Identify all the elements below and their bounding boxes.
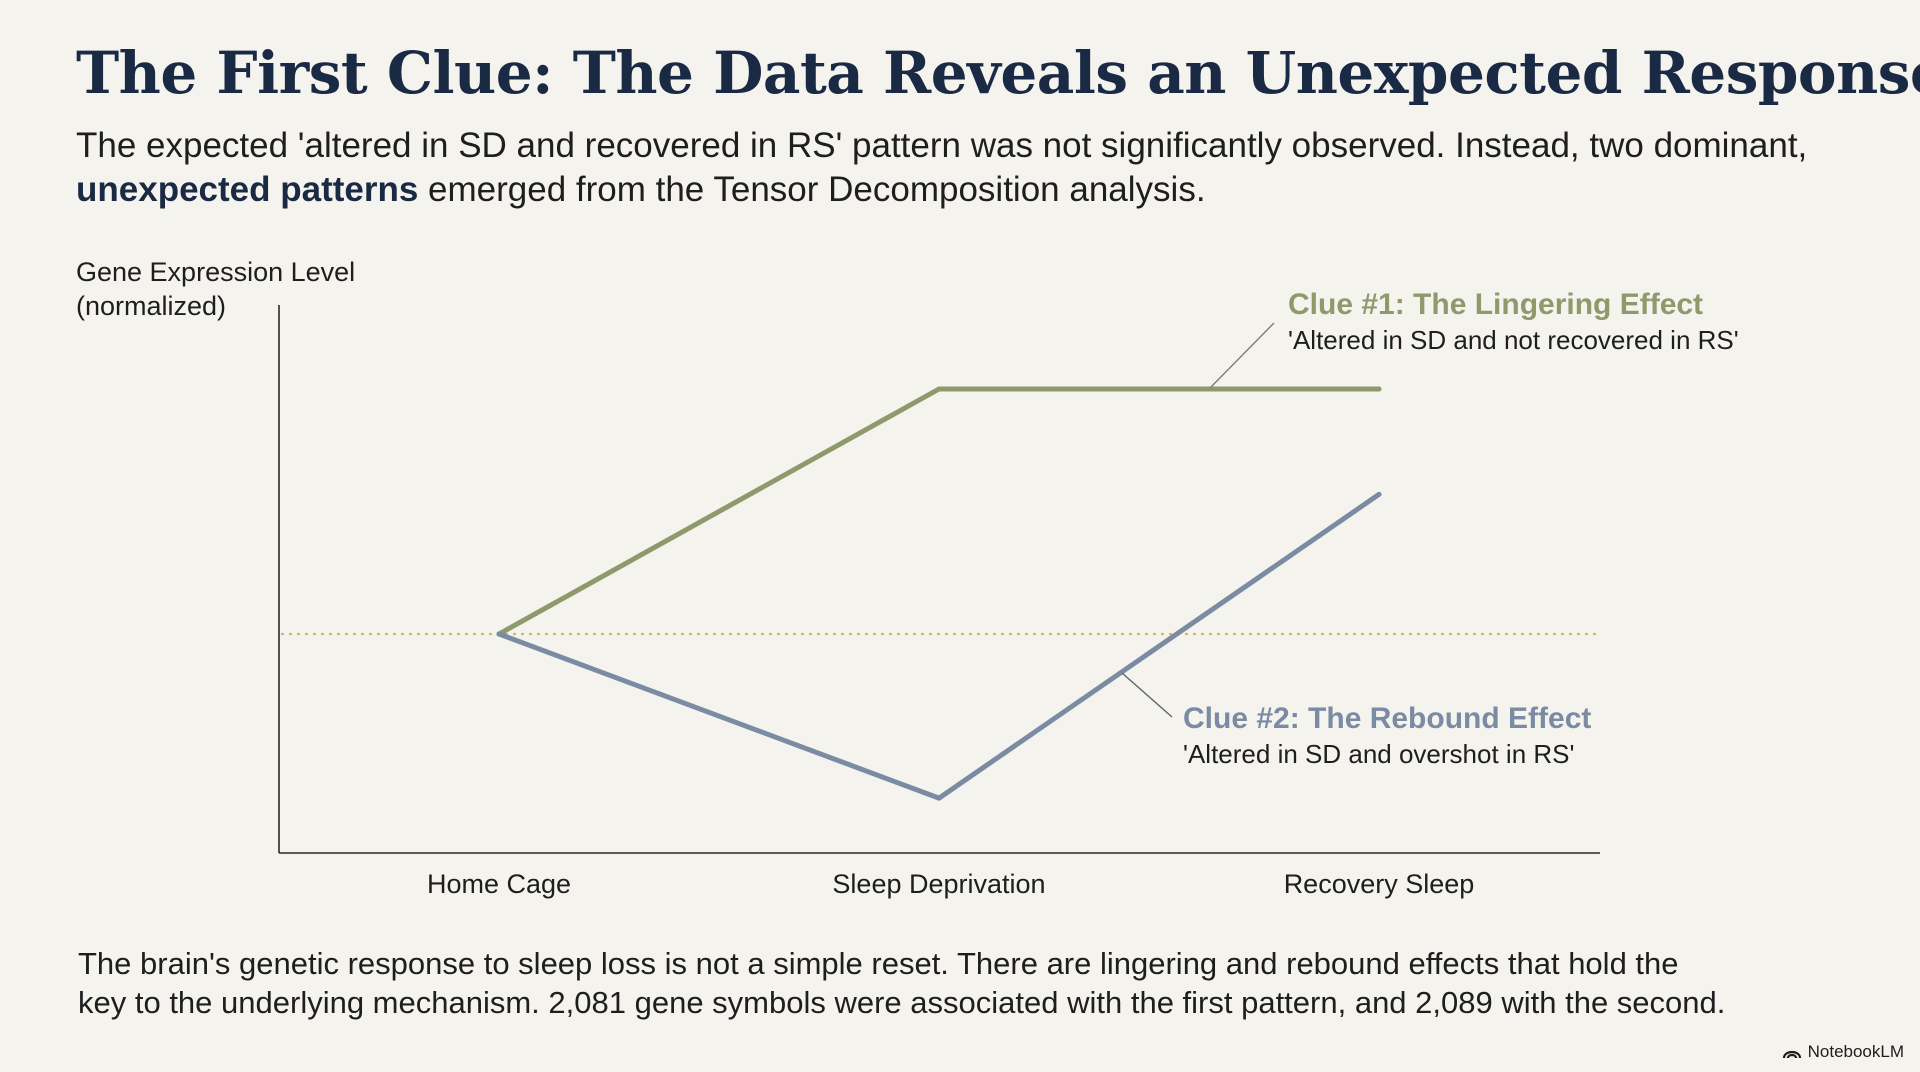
clue1-title: Clue #1: The Lingering Effect <box>1288 288 1703 321</box>
clue2-description: 'Altered in SD and overshot in RS' <box>1183 739 1574 769</box>
brand-name: NotebookLM <box>1807 1042 1904 1061</box>
subtitle-emphasis: unexpected patterns <box>76 170 419 209</box>
y-axis-label-line2: (normalized) <box>76 291 226 321</box>
clue1-description: 'Altered in SD and not recovered in RS' <box>1288 325 1739 355</box>
x-tick-label-0: Home Cage <box>427 869 571 899</box>
clue2-leader-line <box>1121 672 1173 718</box>
clue1-series-line <box>496 386 1382 637</box>
clue1-point-1 <box>936 386 942 392</box>
chart-marks <box>281 386 1600 801</box>
y-axis-label-line1: Gene Expression Level <box>76 257 355 287</box>
subtitle-text-start: The expected 'altered in SD and recovere… <box>76 126 1808 165</box>
clue2-point-0 <box>496 631 502 637</box>
page-subtitle: The expected 'altered in SD and recovere… <box>76 124 1866 212</box>
x-tick-label-1: Sleep Deprivation <box>832 869 1045 899</box>
footer-line2: key to the underlying mechanism. 2,081 g… <box>78 985 1726 1020</box>
footer-summary: The brain's genetic response to sleep lo… <box>78 944 1878 1022</box>
clue2-point-2 <box>1376 491 1382 497</box>
notebooklm-logo-icon <box>1782 1050 1801 1059</box>
x-tick-label-2: Recovery Sleep <box>1284 869 1475 899</box>
subtitle-text-end: emerged from the Tensor Decomposition an… <box>418 170 1206 209</box>
clue2-point-1 <box>936 795 942 801</box>
footer-line1: The brain's genetic response to sleep lo… <box>78 946 1679 981</box>
notebooklm-brand: NotebookLM <box>1782 1042 1904 1062</box>
clue1-leader-line <box>1209 322 1275 389</box>
expression-line-chart: Gene Expression Level (normalized) Clue … <box>76 257 1739 899</box>
clue1-point-2 <box>1376 386 1382 392</box>
page-title: The First Clue: The Data Reveals an Unex… <box>76 39 1920 107</box>
clue2-title: Clue #2: The Rebound Effect <box>1183 702 1591 735</box>
